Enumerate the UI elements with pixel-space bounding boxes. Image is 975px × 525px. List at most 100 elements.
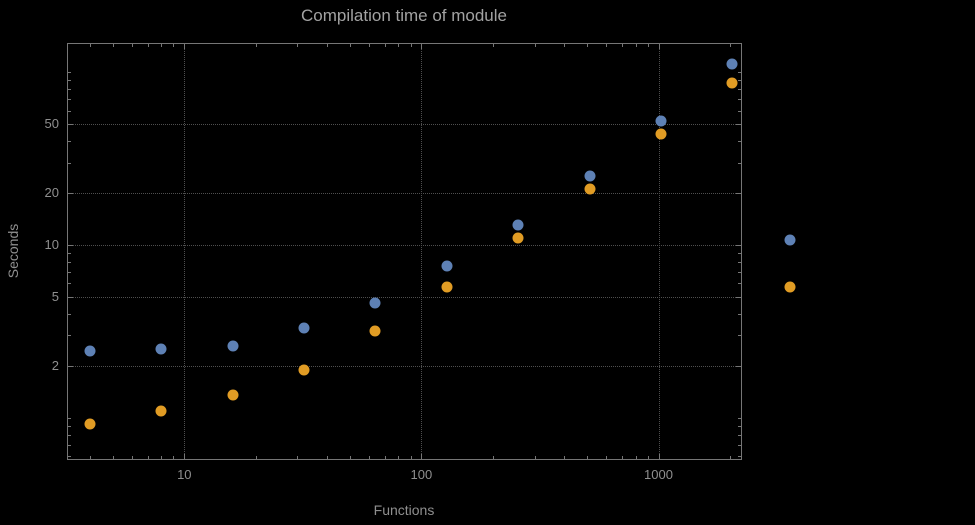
y-tick	[68, 141, 71, 142]
y-tick	[738, 426, 741, 427]
data-point-series-blue	[227, 340, 239, 352]
y-tick	[738, 445, 741, 446]
data-point-series-blue	[84, 345, 96, 357]
data-point-series-blue	[726, 58, 738, 70]
y-tick	[738, 111, 741, 112]
legend-marker-2	[784, 281, 796, 293]
x-tick	[421, 44, 422, 49]
y-tick	[68, 72, 71, 73]
x-tick	[398, 456, 399, 459]
x-tick	[184, 454, 185, 459]
y-tick	[68, 272, 71, 273]
y-tick	[68, 456, 71, 457]
x-tick	[113, 44, 114, 47]
y-tick	[68, 111, 71, 112]
x-tick	[622, 456, 623, 459]
x-tick	[411, 456, 412, 459]
y-tick	[738, 141, 741, 142]
y-tick	[736, 193, 741, 194]
x-tick	[606, 456, 607, 459]
x-gridline	[184, 43, 185, 460]
x-tick	[659, 454, 660, 459]
data-point-series-orange	[512, 232, 524, 244]
y-tick	[738, 72, 741, 73]
x-tick	[398, 44, 399, 47]
data-point-series-orange	[227, 389, 239, 401]
x-tick	[173, 456, 174, 459]
x-tick	[411, 44, 412, 47]
data-point-series-blue	[584, 170, 596, 182]
data-point-series-blue	[369, 297, 381, 309]
y-tick	[68, 163, 71, 164]
y-tick-label: 50	[44, 116, 59, 132]
y-gridline	[67, 366, 742, 367]
y-tick	[68, 366, 73, 367]
y-tick	[68, 297, 73, 298]
y-gridline	[67, 297, 742, 298]
y-tick	[738, 314, 741, 315]
x-tick	[132, 456, 133, 459]
x-tick	[369, 44, 370, 47]
x-tick	[90, 456, 91, 459]
x-tick	[256, 456, 257, 459]
x-tick	[161, 456, 162, 459]
chart-title: Compilation time of module	[301, 6, 507, 25]
y-tick	[738, 80, 741, 81]
data-point-series-blue	[155, 343, 167, 355]
y-tick-label: 5	[51, 289, 59, 305]
y-tick	[738, 89, 741, 90]
x-tick	[113, 456, 114, 459]
x-tick	[535, 44, 536, 47]
data-point-series-orange	[441, 281, 453, 293]
data-point-series-orange	[655, 128, 667, 140]
y-tick	[738, 456, 741, 457]
x-tick	[184, 44, 185, 49]
x-tick	[385, 44, 386, 47]
x-gridline	[421, 43, 422, 460]
y-tick	[68, 435, 71, 436]
y-tick	[738, 418, 741, 419]
y-tick-label: 10	[44, 237, 59, 253]
x-tick	[493, 456, 494, 459]
x-tick	[730, 456, 731, 459]
data-point-series-orange	[298, 364, 310, 376]
x-tick	[256, 44, 257, 47]
y-tick	[68, 193, 73, 194]
y-tick	[68, 314, 71, 315]
x-tick	[535, 456, 536, 459]
x-tick	[385, 456, 386, 459]
y-tick	[68, 426, 71, 427]
x-tick	[648, 456, 649, 459]
y-tick	[68, 99, 71, 100]
y-tick	[68, 245, 73, 246]
x-tick	[161, 44, 162, 47]
data-point-series-blue	[298, 322, 310, 334]
y-tick-label: 20	[44, 185, 59, 201]
y-tick	[68, 124, 73, 125]
x-tick	[636, 44, 637, 47]
x-tick	[350, 456, 351, 459]
x-tick	[132, 44, 133, 47]
x-tick	[327, 44, 328, 47]
data-point-series-orange	[584, 183, 596, 195]
data-point-series-blue	[655, 115, 667, 127]
data-point-series-blue	[441, 260, 453, 272]
data-point-series-orange	[84, 418, 96, 430]
x-tick	[173, 44, 174, 47]
x-tick	[350, 44, 351, 47]
x-gridline	[659, 43, 660, 460]
y-tick	[738, 99, 741, 100]
y-tick	[738, 163, 741, 164]
y-gridline	[67, 193, 742, 194]
x-axis-label: Functions	[373, 502, 435, 518]
x-tick	[90, 44, 91, 47]
x-tick	[493, 44, 494, 47]
y-tick	[68, 89, 71, 90]
y-tick	[68, 283, 71, 284]
y-tick	[68, 418, 71, 419]
x-tick	[622, 44, 623, 47]
y-tick	[68, 80, 71, 81]
data-point-series-orange	[726, 77, 738, 89]
